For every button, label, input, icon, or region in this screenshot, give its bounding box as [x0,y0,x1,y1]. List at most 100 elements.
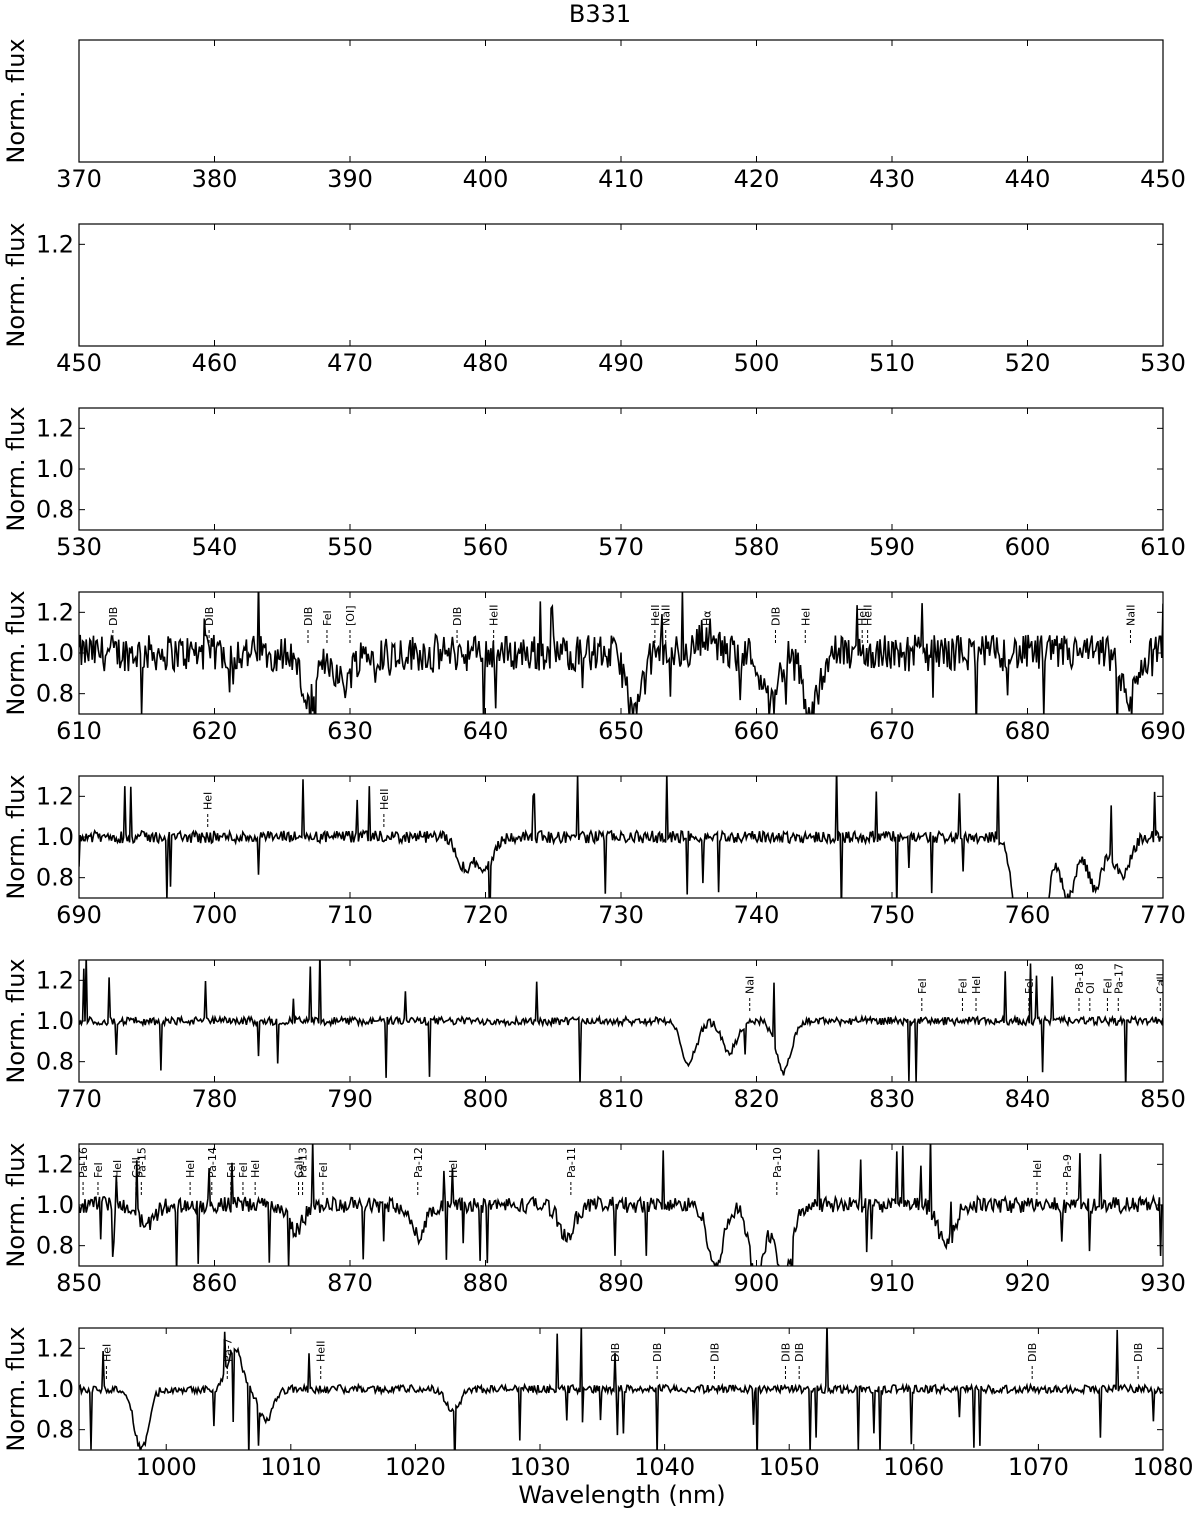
line-marker: HeI [111,1160,124,1196]
spectrum-line [79,1144,1163,1266]
line-label: FeI [956,978,969,994]
line-label: HeII [378,788,391,810]
figure-title: B331 [569,0,631,28]
x-tick-label: 570 [598,533,644,561]
line-label: DIB [203,607,216,626]
line-label: FeI [317,1162,330,1178]
line-marker: NaI [744,976,757,1012]
plot-frame [78,39,1164,163]
line-marker: FeI [225,1162,238,1196]
x-tick-label: 900 [734,1269,780,1297]
x-tick-label: 450 [56,349,102,377]
x-tick-label: 370 [56,165,102,193]
x-tick-label: 890 [598,1269,644,1297]
line-label: DIB [769,607,782,626]
line-marker: Pa-11 [565,1147,578,1196]
x-tick-label: 550 [327,533,373,561]
line-marker: DIB [779,1343,792,1380]
y-tick-label: 1.2 [36,1150,74,1178]
line-marker: DIB [609,1343,622,1380]
line-marker: DIB [302,607,315,644]
y-tick-label: 1.2 [36,966,74,994]
y-axis-label: Norm. flux [2,406,30,531]
y-axis-label: Norm. flux [2,590,30,715]
line-label: FeI [225,1162,238,1178]
x-tick-label: 1010 [260,1453,321,1481]
x-tick-label: 520 [1005,349,1051,377]
line-marker: Pa-7 [221,1338,234,1380]
y-tick-label: 1.0 [36,455,74,483]
x-tick-label: 880 [463,1269,509,1297]
line-label: DIB [793,1343,806,1362]
line-marker: Hα [700,610,713,644]
line-label: DIB [451,607,464,626]
x-tick-label: 620 [192,717,238,745]
line-marker: DIB [107,607,120,644]
line-marker: Pa-15 [135,1147,148,1196]
line-label: FeI [237,1162,250,1178]
x-tick-label: 740 [734,901,780,929]
line-label: Pa-16 [77,1147,90,1178]
line-label: Pa-17 [1112,963,1125,994]
line-marker: Pa-17 [1112,963,1125,1012]
line-marker: FeI [956,978,969,1012]
line-label: Pa-15 [135,1147,148,1178]
x-tick-label: 420 [734,165,780,193]
line-marker: HeI [100,1344,113,1380]
line-label: DIB [609,1343,622,1362]
line-label: DIB [651,1343,664,1362]
line-label: CaII [1154,973,1167,994]
line-label: Pa-13 [297,1147,310,1178]
line-marker: HeII [862,604,875,644]
line-marker: DIB [769,607,782,644]
line-label: HeII [488,604,501,626]
x-tick-label: 610 [1140,533,1186,561]
y-tick-label: 0.8 [36,1048,74,1076]
line-label: DIB [779,1343,792,1362]
y-axis-label: Norm. flux [2,774,30,899]
line-marker: FeI [1101,978,1114,1012]
spectrum-panel-5: HeI HeII 690 700 710 720 730 740 750 760 770 0.8 1.0… [2,774,1186,929]
y-tick-label: 1.0 [36,639,74,667]
x-tick-label: 780 [192,1085,238,1113]
line-label: Pa-7 [221,1338,234,1362]
plot-frame [78,223,1164,347]
y-axis-label: Norm. flux [2,1142,30,1267]
line-label: HeI [184,1160,197,1178]
x-tick-label: 630 [327,717,373,745]
x-tick-label: 720 [463,901,509,929]
line-label: Pa-12 [412,1147,425,1178]
line-marker: NaII [660,605,673,644]
spectrum-line [79,1328,1163,1450]
line-label: NaII [660,605,673,626]
x-tick-label: 730 [598,901,644,929]
x-tick-label: 450 [1140,165,1186,193]
x-tick-label: 870 [327,1269,373,1297]
line-label: HeI [447,1160,460,1178]
line-marker: Pa-16 [77,1147,90,1196]
line-marker: FeI [317,1162,330,1196]
line-marker: Pa-18 [1073,963,1086,1012]
x-tick-label: 700 [192,901,238,929]
line-marker: FeI [92,1162,105,1196]
line-marker: DIB [451,607,464,644]
x-tick-label: 770 [1140,901,1186,929]
line-marker: FeI [321,610,334,644]
line-label: Pa-9 [1061,1154,1074,1178]
y-axis-label: Norm. flux [2,38,30,163]
line-marker: HeII [315,1340,328,1380]
x-tick-label: 1070 [1008,1453,1069,1481]
x-tick-label: 560 [463,533,509,561]
line-label: DIB [107,607,120,626]
line-label: HeI [1031,1160,1044,1178]
spectrum-panel-1: 370 380 390 400 410 420 430 440 450 Norm. flux [2,38,1186,193]
x-tick-label: 410 [598,165,644,193]
x-tick-label: 690 [1140,717,1186,745]
line-marker: Pa-10 [771,1147,784,1196]
line-label: Pa-10 [771,1147,784,1178]
spectrum-line [79,960,1163,1082]
line-label: DIB [1132,1343,1145,1362]
x-tick-label: 910 [869,1269,915,1297]
y-tick-label: 1.2 [36,1334,74,1362]
